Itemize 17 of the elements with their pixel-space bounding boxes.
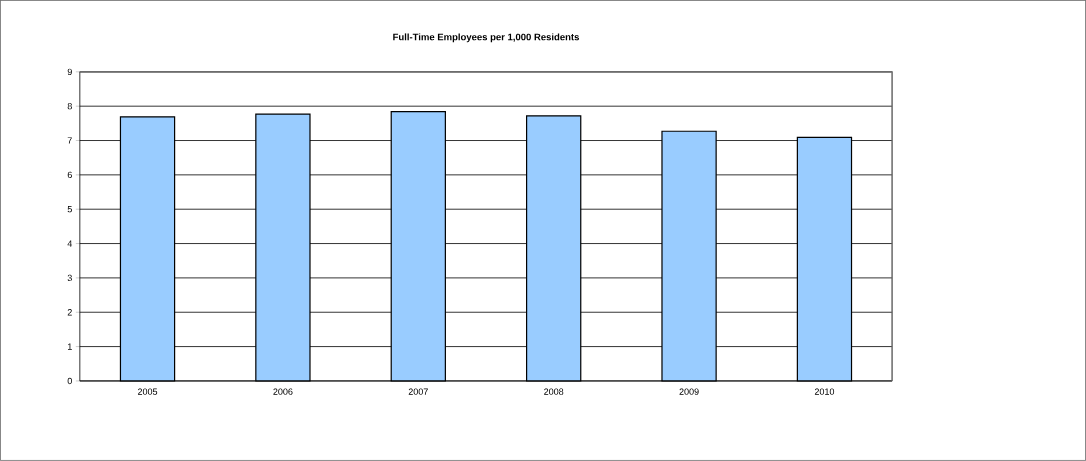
y-tick-label: 6 [67,171,72,179]
y-tick-label: 1 [67,343,72,350]
y-tick-label: 4 [67,240,73,247]
x-tick-label: 2006 [273,388,293,395]
x-tick-label: 2008 [544,388,564,395]
y-tick-label: 3 [67,274,72,282]
y-tick-label: 9 [67,68,72,76]
y-tick-label: 7 [67,137,72,144]
x-tick-label: 2005 [137,388,158,395]
chart-title: Full-Time Employees per 1,000 Residents [393,33,579,43]
y-tick-label: 5 [67,206,72,213]
x-tick-label: 2007 [408,388,428,395]
x-tick-label: 2009 [679,388,699,395]
y-tick-label: 0 [67,377,72,385]
y-tick-label: 8 [67,103,72,110]
x-tick-label: 2010 [814,388,835,395]
y-tick-label: 2 [67,309,72,316]
